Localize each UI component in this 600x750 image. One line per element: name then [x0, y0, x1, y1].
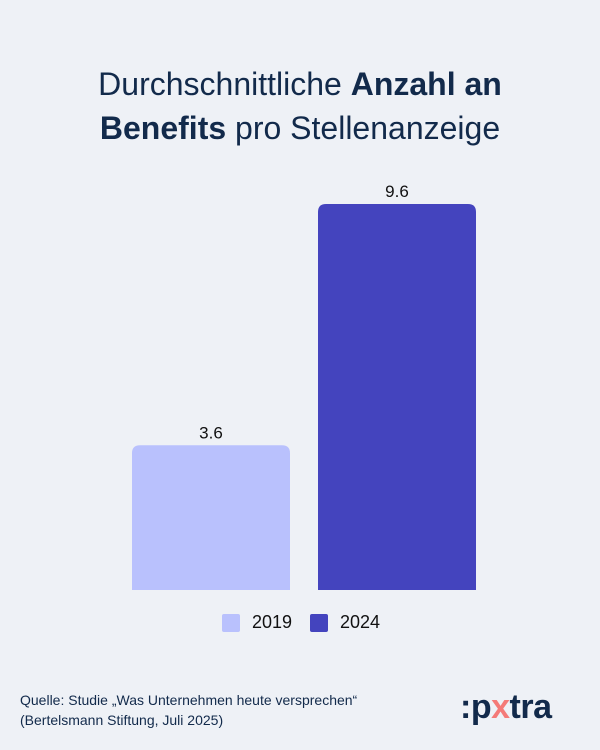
- data-label-2019: 3.6: [199, 423, 223, 442]
- source-line: Quelle: Studie „Was Unternehmen heute ve…: [20, 692, 358, 708]
- title-text: pro Stellenanzeige: [226, 110, 501, 146]
- legend-item-2024: 2024: [310, 612, 380, 633]
- title-bold: Anzahl an: [350, 66, 502, 102]
- title-text: Durchschnittliche: [98, 66, 351, 102]
- source-line: (Bertelsmann Stiftung, Juli 2025): [20, 712, 224, 728]
- legend-label: 2024: [340, 612, 381, 632]
- source-note: Quelle: Studie „Was Unternehmen heute ve…: [20, 690, 357, 730]
- bar-2019: [132, 445, 290, 590]
- legend-swatch: [310, 613, 328, 632]
- pxtra-logo: :pxtra: [460, 688, 552, 726]
- legend-item-2019: 2019: [222, 612, 292, 633]
- bar-2024: [318, 204, 476, 590]
- data-label-2024: 9.6: [385, 182, 409, 201]
- title-bold: Benefits: [99, 110, 227, 146]
- chart-title: Durchschnittliche Anzahl an Benefits pro…: [0, 62, 600, 150]
- legend-label: 2019: [252, 612, 293, 632]
- legend-swatch: [222, 613, 240, 632]
